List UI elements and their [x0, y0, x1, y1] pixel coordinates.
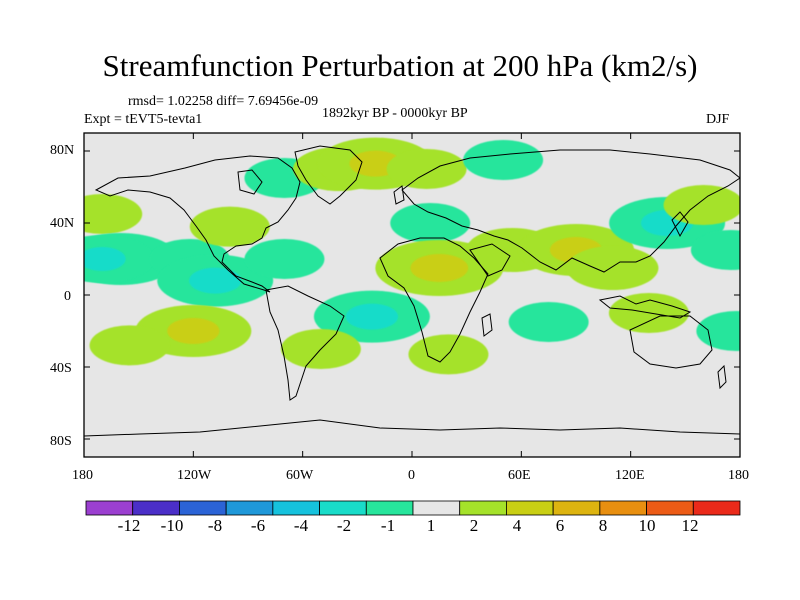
colorbar-label: -6 [250, 516, 266, 535]
lat-tick-label: 0 [64, 289, 71, 304]
colorbar-swatch [506, 500, 554, 516]
lon-tick-label: 60E [508, 468, 531, 483]
colorbar-swatch [692, 500, 741, 516]
colorbar-label: -12 [117, 516, 141, 535]
lat-tick-label: 80N [50, 143, 75, 158]
field-contour-outer [690, 230, 740, 270]
rmsd-label: rmsd= 1.02258 diff= 7.69456e-09 [128, 94, 319, 109]
field-contour-outer [566, 246, 659, 290]
period-label: 1892kyr BP - 0000kyr BP [322, 106, 468, 121]
lon-tick-label: 180 [72, 468, 93, 483]
lat-tick-label: 40S [50, 361, 72, 376]
colorbar-swatch [272, 500, 320, 516]
field-contour-outer [84, 194, 143, 234]
colorbar-label: -8 [207, 516, 223, 535]
coastlines [84, 145, 740, 437]
experiment-label: Expt = tEVT5-tevta1 [84, 112, 203, 127]
colorbar-swatch [225, 500, 274, 516]
colorbar-swatch [132, 500, 180, 516]
field-contour-outer [508, 302, 589, 342]
map-title: Streamfunction Perturbation at 200 hPa (… [102, 48, 698, 83]
colorbar-label: 6 [555, 516, 565, 535]
field-contour-inner [189, 267, 242, 294]
field-contour-outer [463, 140, 544, 180]
colorbar-swatch [319, 500, 367, 516]
field-contour-inner [410, 254, 469, 282]
lon-tick-label: 60W [286, 468, 314, 483]
field-contour-outer [408, 334, 489, 375]
colorbar-label: -4 [293, 516, 309, 535]
contour-field [84, 137, 740, 375]
colorbar-swatch [179, 500, 227, 516]
field-contour-inner [167, 318, 220, 344]
field-contour-outer [663, 185, 740, 225]
colorbar-label: 1 [426, 516, 436, 535]
colorbar-swatch [646, 500, 694, 516]
colorbar-swatch [599, 500, 647, 516]
colorbar-label: 2 [469, 516, 479, 535]
colorbar-swatch [459, 500, 507, 516]
colorbar [85, 500, 741, 516]
field-contour-outer [386, 149, 467, 189]
colorbar-label: 4 [512, 516, 522, 535]
lat-tick-label: 80S [50, 434, 72, 449]
field-contour-outer [244, 239, 325, 279]
colorbar-swatch [85, 500, 134, 516]
field-contour-inner [84, 247, 126, 271]
colorbar-swatch [552, 500, 601, 516]
colorbar-label: -2 [336, 516, 352, 535]
colorbar-label: -10 [160, 516, 184, 535]
field-contour-outer [696, 311, 740, 351]
lat-tick-label: 40N [50, 216, 75, 231]
lon-tick-label: 0 [408, 468, 415, 483]
colorbar-swatch [365, 500, 414, 516]
field-contour-outer [89, 325, 170, 366]
lon-tick-label: 180 [728, 468, 749, 483]
field-contour-outer [390, 203, 471, 243]
field-contour-inner [345, 303, 399, 330]
colorbar-label: 12 [681, 516, 699, 535]
field-contour-outer [189, 206, 270, 247]
colorbar-label: 8 [598, 516, 608, 535]
axis-tick-marks [83, 133, 741, 457]
colorbar-label: -1 [380, 516, 396, 535]
lon-tick-label: 120E [615, 468, 645, 483]
lon-tick-label: 120W [177, 468, 212, 483]
colorbar-label: 10 [638, 516, 656, 535]
season-label: DJF [706, 112, 730, 127]
colorbar-swatch [412, 500, 461, 516]
